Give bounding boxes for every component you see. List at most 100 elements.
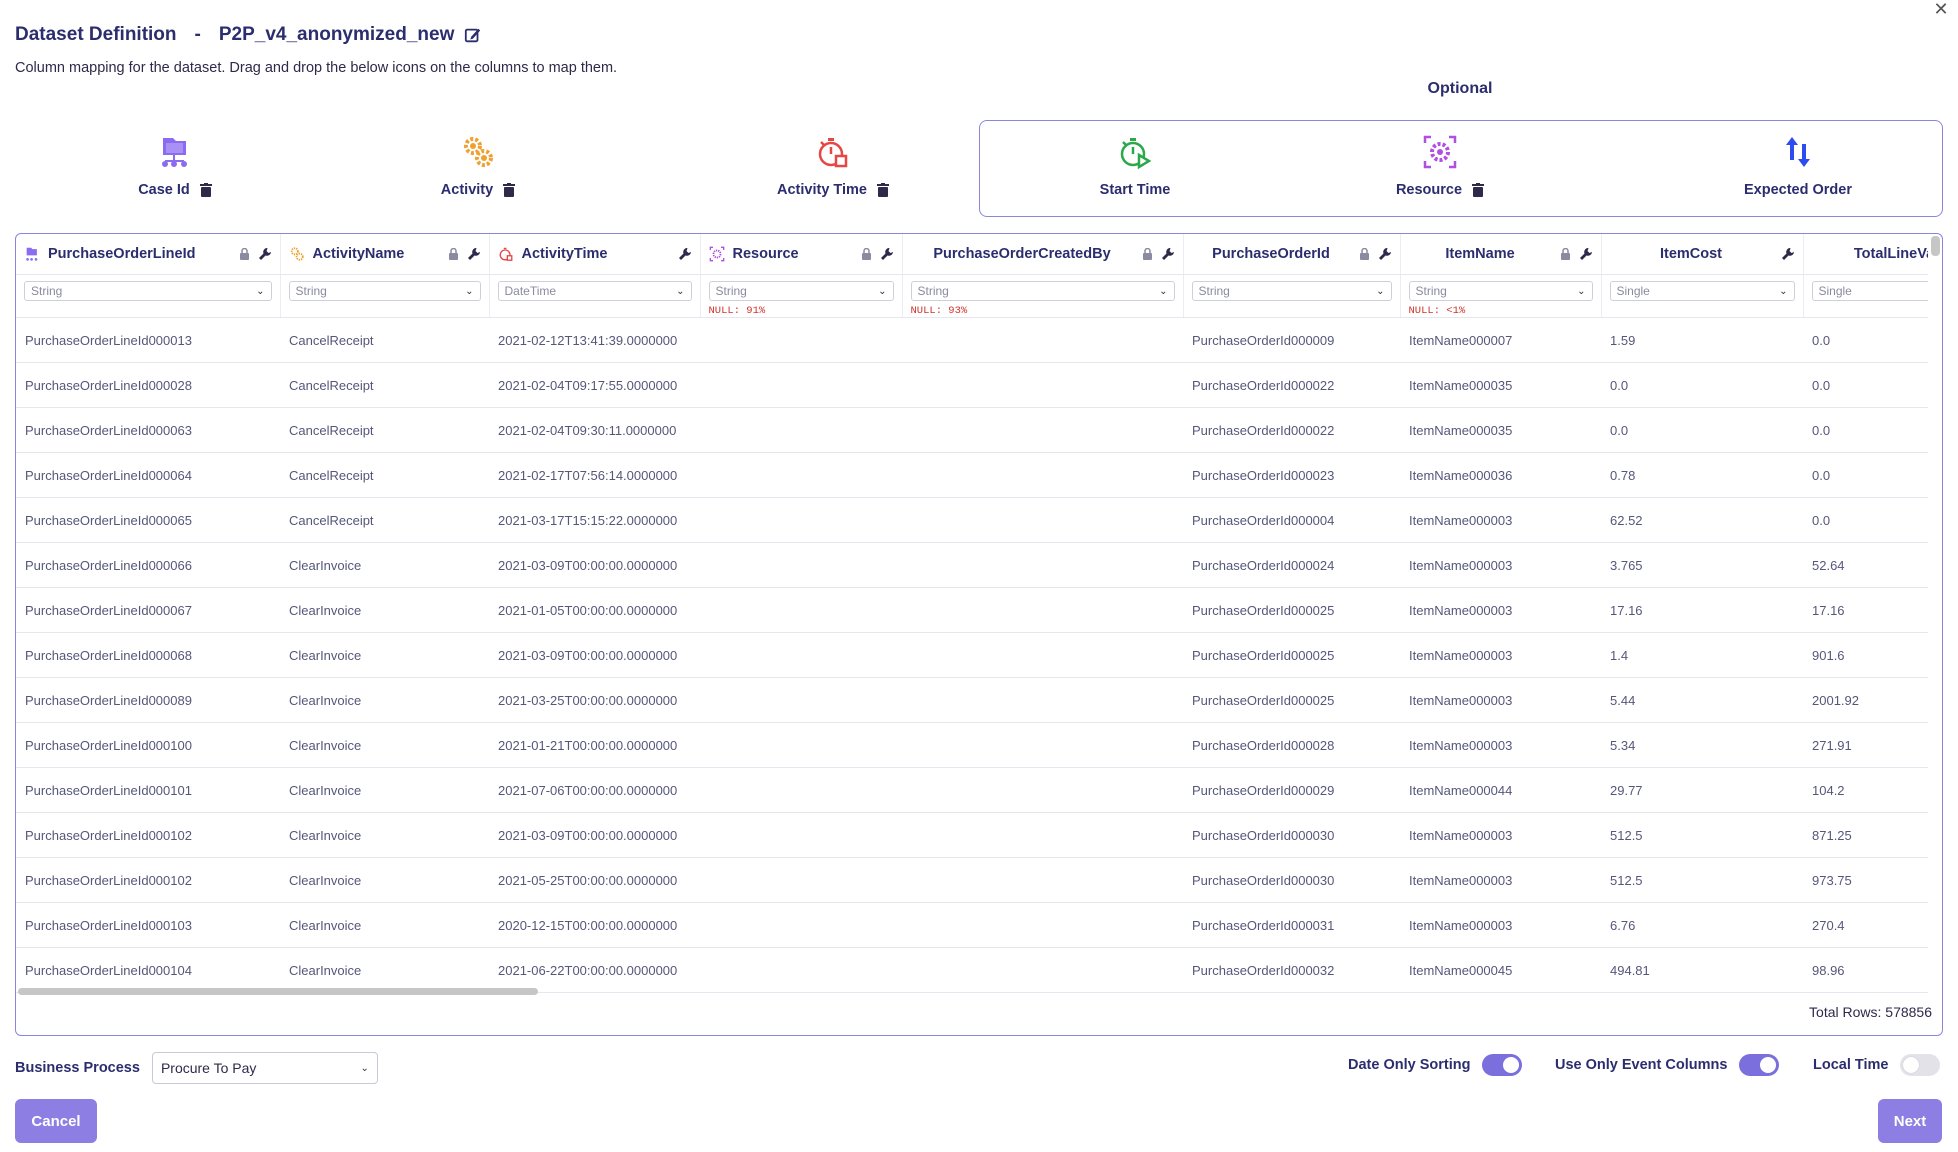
case-id-icon <box>24 246 40 262</box>
table-row[interactable]: PurchaseOrderLineId000067 ClearInvoice 202… <box>16 587 1928 633</box>
table-cell: ItemName000007 <box>1400 317 1601 363</box>
column-type-select[interactable]: DateTime ⌄ <box>497 281 692 301</box>
table-row[interactable]: PurchaseOrderLineId000100 ClearInvoice 202… <box>16 722 1928 768</box>
table-row[interactable]: PurchaseOrderLineId000102 ClearInvoice 202… <box>16 857 1928 903</box>
wrench-icon[interactable] <box>1781 247 1795 261</box>
table-cell: ItemName000003 <box>1400 677 1601 723</box>
table-row[interactable]: PurchaseOrderLineId000063 CancelReceipt 20… <box>16 407 1928 453</box>
column-header[interactable]: Resource <box>700 234 903 275</box>
stopwatch-play-icon[interactable] <box>1117 134 1153 170</box>
column-type-cell: String ⌄ <box>1183 274 1401 318</box>
vertical-scrollbar[interactable] <box>1931 236 1940 256</box>
table-cell: PurchaseOrderId000023 <box>1183 452 1400 498</box>
column-type-select[interactable]: Single⌄ <box>1609 281 1795 301</box>
mapping-activity[interactable]: Activity <box>398 120 558 217</box>
table-cell: 6.76 <box>1601 902 1803 948</box>
table-cell: CancelReceipt <box>280 317 489 363</box>
column-type-select[interactable]: String ⌄ <box>1191 281 1392 301</box>
sort-arrows-icon[interactable] <box>1780 134 1816 170</box>
gears-icon[interactable] <box>460 134 496 170</box>
case-id-icon[interactable] <box>157 134 193 170</box>
total-rows: Total Rows: 578856 <box>1809 1004 1932 1020</box>
resource-gear-icon[interactable] <box>1422 134 1458 170</box>
table-cell: 2001.92 <box>1803 677 1928 723</box>
wrench-icon[interactable] <box>1579 247 1593 261</box>
column-type-select[interactable]: Single⌄ <box>1811 281 1928 301</box>
table-cell <box>700 317 902 363</box>
close-icon[interactable]: ✕ <box>1933 0 1949 19</box>
table-cell: 0.0 <box>1803 407 1928 453</box>
table-row[interactable]: PurchaseOrderLineId000064 CancelReceipt 20… <box>16 452 1928 498</box>
table-cell: PurchaseOrderId000009 <box>1183 317 1400 363</box>
column-header[interactable]: PurchaseOrderCreatedBy <box>902 234 1184 275</box>
trash-icon[interactable] <box>877 183 889 197</box>
business-process-select[interactable]: Procure To Pay ⌄ <box>151 1052 378 1084</box>
table-row[interactable]: PurchaseOrderLineId000066 ClearInvoice 202… <box>16 542 1928 588</box>
table-cell: 0.0 <box>1803 317 1928 363</box>
column-type-select[interactable]: String ⌄ <box>24 281 272 301</box>
mapping-start-time[interactable]: Start Time <box>1055 120 1215 217</box>
column-header[interactable]: ItemCost <box>1601 234 1804 275</box>
lock-icon[interactable] <box>448 248 459 260</box>
column-type-select[interactable]: String ⌄ <box>708 281 894 301</box>
mapping-resource[interactable]: Resource <box>1360 120 1520 217</box>
local-time-toggle[interactable] <box>1900 1054 1941 1076</box>
lock-icon[interactable] <box>1142 248 1153 260</box>
column-header[interactable]: ItemName <box>1400 234 1602 275</box>
chevron-down-icon: ⌄ <box>256 285 265 297</box>
table-cell: ClearInvoice <box>280 767 489 813</box>
wrench-icon[interactable] <box>1378 247 1392 261</box>
column-header[interactable]: PurchaseOrderId <box>1183 234 1401 275</box>
wrench-icon[interactable] <box>678 247 692 261</box>
table-cell <box>700 812 902 858</box>
table-cell <box>700 947 902 993</box>
edit-icon[interactable] <box>464 26 482 44</box>
table-row[interactable]: PurchaseOrderLineId000101 ClearInvoice 202… <box>16 767 1928 813</box>
trash-icon[interactable] <box>199 183 212 197</box>
cancel-button[interactable]: Cancel <box>15 1099 97 1143</box>
business-process-label: Business Process <box>15 1060 140 1076</box>
mapping-case-id[interactable]: Case Id <box>95 120 255 217</box>
column-type-select[interactable]: String ⌄ <box>910 281 1175 301</box>
table-cell: CancelReceipt <box>280 362 489 408</box>
wrench-icon[interactable] <box>880 247 894 261</box>
next-button[interactable]: Next <box>1878 1099 1942 1143</box>
table-row[interactable]: PurchaseOrderLineId000028 CancelReceipt 20… <box>16 362 1928 408</box>
table-cell: CancelReceipt <box>280 407 489 453</box>
mapping-expected-order[interactable]: Expected Order <box>1698 120 1898 217</box>
date-only-sorting-toggle[interactable] <box>1482 1054 1523 1076</box>
table-cell: ItemName000003 <box>1400 587 1601 633</box>
table-row[interactable]: PurchaseOrderLineId000102 ClearInvoice 202… <box>16 812 1928 858</box>
trash-icon[interactable] <box>1472 183 1485 197</box>
column-header[interactable]: PurchaseOrderLineId <box>16 234 281 275</box>
column-type-select[interactable]: String ⌄ <box>1408 281 1593 301</box>
table-row[interactable]: PurchaseOrderLineId000065 CancelReceipt 20… <box>16 497 1928 543</box>
table-row[interactable]: PurchaseOrderLineId000013 CancelReceipt 20… <box>16 317 1928 363</box>
stopwatch-icon[interactable] <box>815 134 851 170</box>
column-header[interactable]: TotalLineValue <box>1803 234 1928 275</box>
mapping-label-activity-time: Activity Time <box>777 182 867 198</box>
title-separator: - <box>194 24 201 45</box>
horizontal-scrollbar[interactable] <box>18 988 538 995</box>
column-header[interactable]: ActivityName <box>280 234 490 275</box>
wrench-icon[interactable] <box>1161 247 1175 261</box>
trash-icon[interactable] <box>503 183 516 197</box>
use-only-event-columns-toggle[interactable] <box>1739 1054 1780 1076</box>
table-row[interactable]: PurchaseOrderLineId000104 ClearInvoice 202… <box>16 947 1928 993</box>
table-row[interactable]: PurchaseOrderLineId000068 ClearInvoice 202… <box>16 632 1928 678</box>
wrench-icon[interactable] <box>467 247 481 261</box>
table-row[interactable]: PurchaseOrderLineId000089 ClearInvoice 202… <box>16 677 1928 723</box>
wrench-icon[interactable] <box>258 247 272 261</box>
lock-icon[interactable] <box>861 248 872 260</box>
column-type-select[interactable]: String ⌄ <box>288 281 481 301</box>
lock-icon[interactable] <box>1359 248 1370 260</box>
column-header[interactable]: ActivityTime <box>489 234 701 275</box>
table-cell: ClearInvoice <box>280 632 489 678</box>
lock-icon[interactable] <box>239 248 250 260</box>
lock-icon[interactable] <box>1560 248 1571 260</box>
table-cell: PurchaseOrderLineId000068 <box>16 632 280 678</box>
mapping-activity-time[interactable]: Activity Time <box>733 120 933 217</box>
table-row[interactable]: PurchaseOrderLineId000103 ClearInvoice 202… <box>16 902 1928 948</box>
table-cell: ItemName000035 <box>1400 407 1601 453</box>
title-prefix: Dataset Definition <box>15 24 177 45</box>
